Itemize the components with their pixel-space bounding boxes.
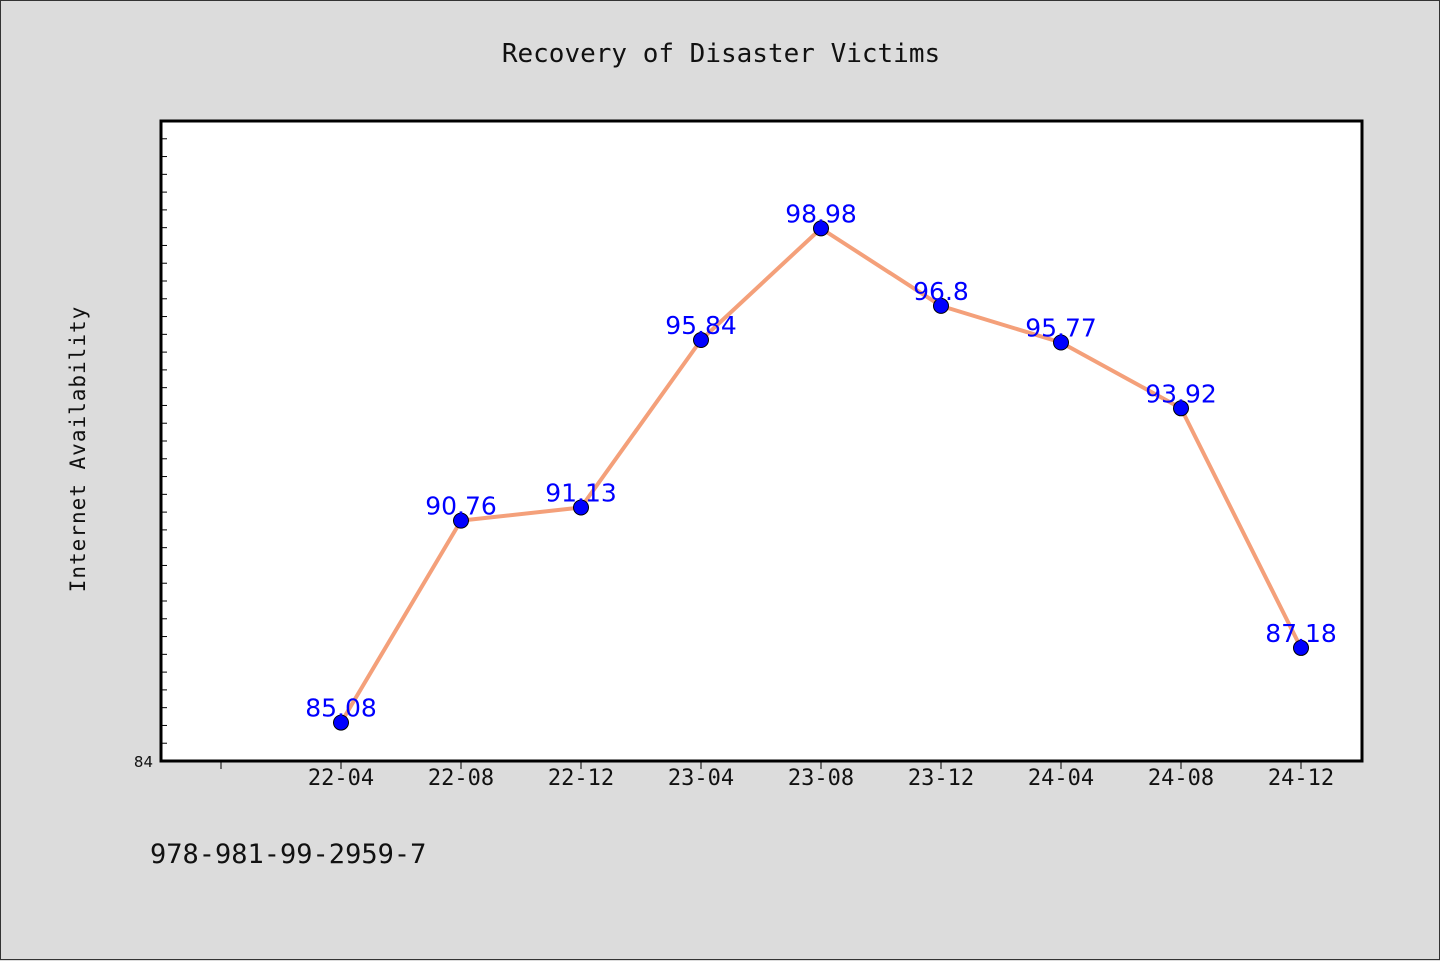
data-point: [1173, 400, 1189, 417]
data-point: [813, 220, 829, 237]
x-tick-label: 22-12: [548, 766, 614, 791]
x-tick-label: 24-08: [1148, 766, 1214, 791]
data-label: 90.76: [425, 492, 497, 521]
data-label: 98.98: [785, 199, 857, 228]
data-point: [453, 512, 469, 529]
x-tick-label: 22-04: [308, 766, 374, 791]
plot-area: [159, 119, 1364, 763]
data-point: [573, 499, 589, 516]
data-label: 95.84: [665, 311, 737, 340]
data-label: 87.18: [1265, 619, 1337, 648]
chart-title: Recovery of Disaster Victims: [502, 39, 940, 69]
data-labels: 85.08 90.76 91.13 95.84 98.98 96.8 95.77 93.92 8…: [305, 199, 1337, 722]
data-label: 93.92: [1145, 379, 1217, 408]
data-point: [933, 297, 949, 314]
x-tick-label: 24-12: [1268, 766, 1334, 791]
x-tick-label: 23-12: [908, 766, 974, 791]
y-axis-ticks: 84: [134, 138, 167, 771]
series-points: [333, 220, 1309, 731]
y-tick-label: 84: [134, 753, 153, 771]
data-point: [1053, 334, 1069, 351]
x-tick-label: 24-04: [1028, 766, 1094, 791]
data-label: 95.77: [1025, 314, 1097, 343]
data-label: 96.8: [913, 277, 969, 306]
data-point: [693, 332, 709, 349]
data-point: [1293, 639, 1309, 656]
x-tick-label: 23-08: [788, 766, 854, 791]
isbn-footer: 978-981-99-2959-7: [150, 839, 426, 870]
y-axis-label: Internet Availability: [66, 306, 90, 593]
data-point: [333, 714, 349, 731]
data-label: 91.13: [545, 478, 617, 507]
data-label: 85.08: [305, 694, 377, 723]
x-axis-ticks: 22-04 22-08 22-12 23-04 23-08 23-12 24-04 24-08…: [220, 761, 1334, 791]
x-tick-label: 22-08: [428, 766, 494, 791]
x-tick-label: 23-04: [668, 766, 734, 791]
